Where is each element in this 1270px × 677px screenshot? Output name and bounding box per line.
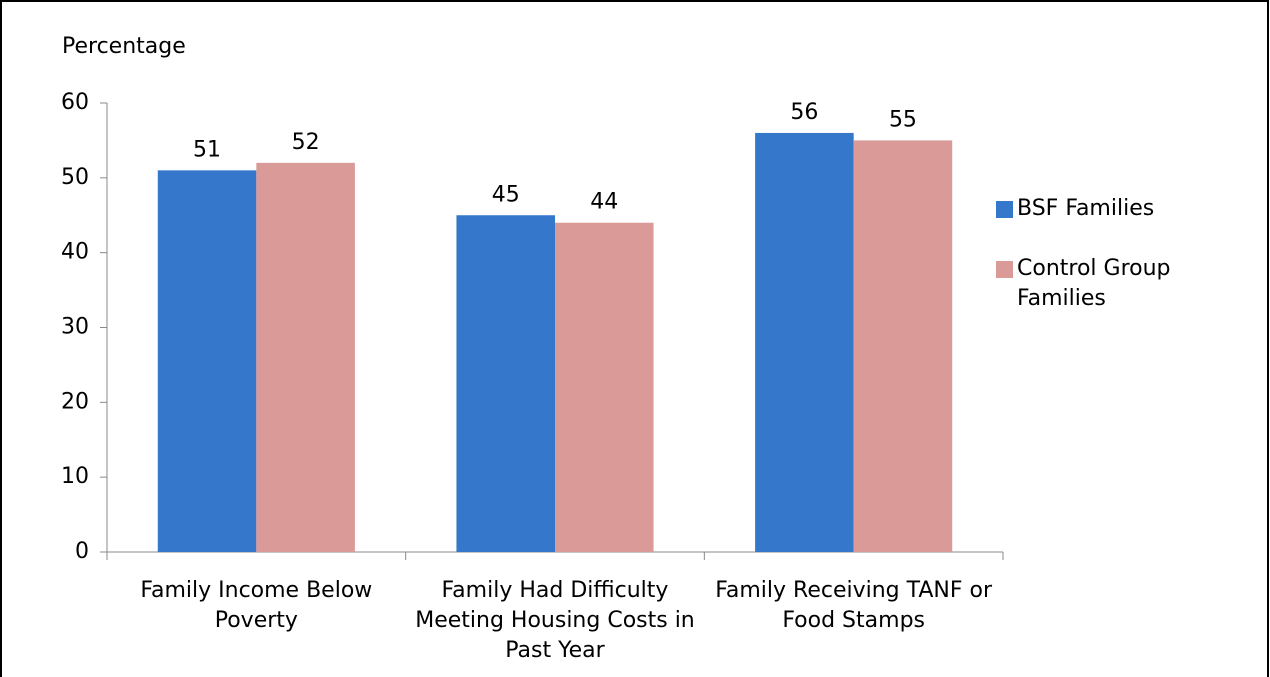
x-tick-label: Family Had Difficulty Meeting Housing Co… (415, 578, 695, 663)
data-label: 56 (790, 100, 818, 125)
data-label: 51 (193, 137, 221, 162)
data-label: 55 (889, 107, 917, 132)
y-tick-label: 30 (61, 315, 89, 340)
bar (853, 140, 953, 552)
x-tick-label: Family Income Below Poverty (140, 578, 373, 633)
y-axis-label: Percentage (62, 34, 186, 59)
legend-label: Control Group Families (1017, 256, 1171, 311)
legend-label: BSF Families (1017, 196, 1155, 221)
y-tick-label: 60 (61, 90, 89, 115)
bar (456, 215, 555, 552)
x-tick-label: Family Receiving TANF or Food Stamps (715, 578, 993, 633)
y-tick-label: 10 (61, 464, 89, 489)
y-tick-label: 50 (61, 165, 89, 190)
y-tick-label: 0 (75, 539, 89, 564)
bar (555, 222, 654, 552)
data-label: 44 (590, 190, 618, 215)
data-label: 45 (492, 182, 520, 207)
y-tick-label: 20 (61, 389, 89, 414)
bar (755, 132, 854, 552)
y-tick-label: 40 (61, 240, 89, 265)
legend-swatch (996, 261, 1013, 278)
legend-swatch (996, 201, 1013, 218)
bar (256, 162, 355, 552)
bar (157, 170, 257, 552)
data-label: 52 (292, 130, 320, 155)
